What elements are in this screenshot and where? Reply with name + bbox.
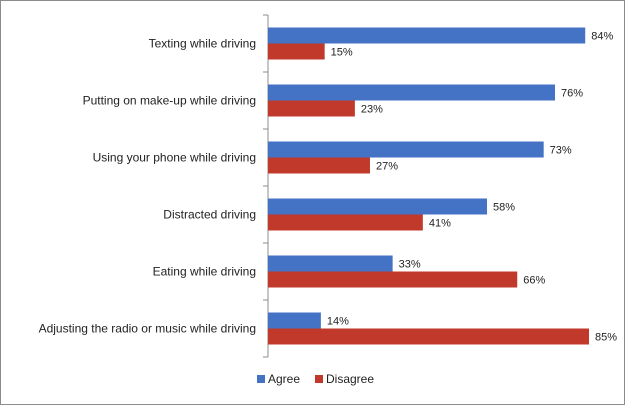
bar-disagree [268,271,518,288]
data-label: 66% [523,275,545,287]
legend-swatch-disagree [315,375,323,383]
data-label: 27% [376,161,398,173]
category-label: Distracted driving [163,208,256,222]
data-label: 58% [493,202,515,214]
data-label: 15% [331,47,353,59]
bar-agree [268,141,544,158]
bar-agree [268,255,393,272]
bar-agree [268,27,586,44]
data-label: 84% [591,31,613,43]
data-label: 41% [429,218,451,230]
legend-label-disagree: Disagree [326,372,374,386]
category-label: Texting while driving [149,37,256,51]
category-label: Putting on make-up while driving [83,94,256,108]
bar-disagree [268,157,370,174]
data-label: 23% [361,104,383,116]
bar-disagree [268,43,325,60]
category-label: Using your phone while driving [93,151,256,165]
legend-label-agree: Agree [268,372,300,386]
data-label: 73% [550,145,572,157]
bar-agree [268,198,488,215]
bar-agree [268,312,321,329]
data-label: 76% [561,88,583,100]
category-label: Adjusting the radio or music while drivi… [39,322,256,336]
bar-disagree [268,214,423,231]
bar-agree [268,84,556,101]
data-label: 14% [327,316,349,328]
data-label: 33% [399,259,421,271]
category-label: Eating while driving [153,265,256,279]
data-label: 85% [595,332,617,344]
bar-disagree [268,100,355,117]
bar-disagree [268,328,589,345]
legend-swatch-agree [257,375,265,383]
